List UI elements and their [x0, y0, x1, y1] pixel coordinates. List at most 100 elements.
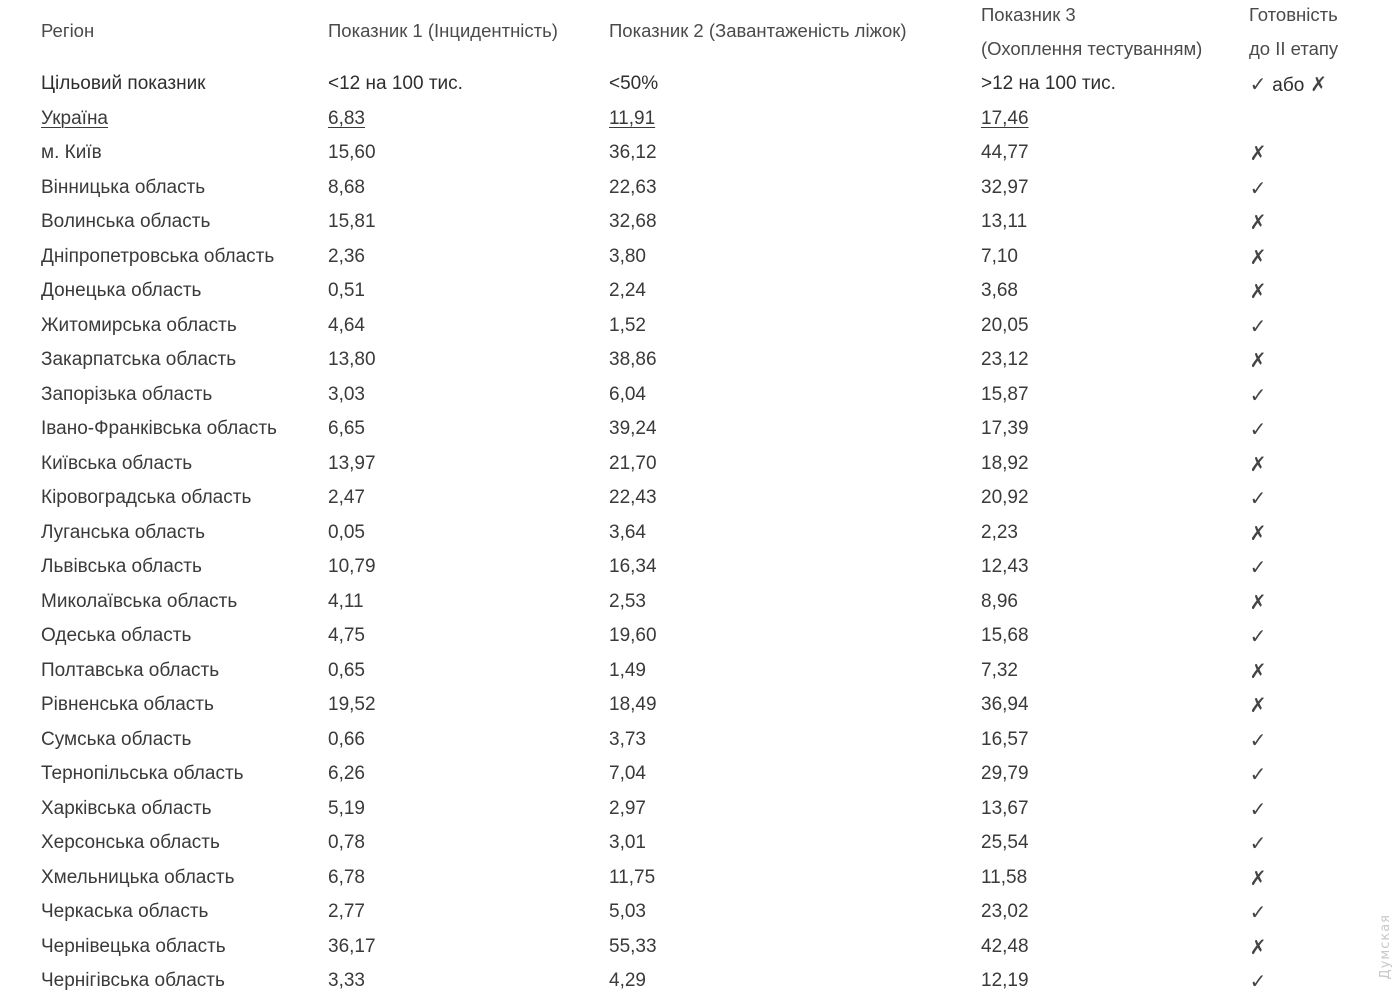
indicator-1-value: 4,75 [328, 625, 365, 646]
indicator-2-value: 6,04 [609, 383, 646, 405]
cross-mark-icon: ✗ [1249, 244, 1267, 269]
ukraine-link[interactable]: Україна [41, 107, 109, 129]
readiness-mark: ✗ [1249, 240, 1267, 275]
table-row: Миколаївська область 4,11 2,53 8,96 ✗ [41, 585, 1381, 620]
ukraine-indicator-3[interactable]: 17,46 [981, 107, 1029, 129]
readiness-mark: ✓ [1249, 964, 1267, 999]
indicator-2-value: 22,63 [609, 176, 657, 198]
indicator-1-value: 4,64 [328, 314, 365, 336]
check-mark-icon: ✓ [1249, 624, 1267, 648]
ukraine-row: Україна 6,83 11,91 17,46 [41, 102, 1381, 137]
region-name: Чернігівська область [41, 970, 225, 991]
indicator-2-value: 19,60 [609, 625, 657, 646]
indicator-3-value: 44,77 [981, 142, 1029, 163]
check-mark-icon: ✓ [1249, 486, 1267, 510]
cross-mark-icon: ✗ [1249, 141, 1267, 165]
indicator-3-value: 7,10 [981, 245, 1018, 267]
cross-mark-icon: ✗ [1249, 658, 1267, 683]
indicator-3-value: 2,23 [981, 521, 1018, 543]
cross-mark-icon: ✗ [1249, 348, 1267, 372]
table-row: м. Київ 15,60 36,12 44,77 ✗ [41, 136, 1381, 171]
region-rows: м. Київ 15,60 36,12 44,77 ✗ Вінницька область… [41, 136, 1381, 999]
check-mark-icon: ✓ [1249, 900, 1267, 924]
ukraine-indicator-1[interactable]: 6,83 [328, 107, 365, 129]
indicator-3-value: 16,57 [981, 728, 1029, 750]
indicator-1-value: 10,79 [328, 556, 376, 577]
header-readiness-line1: Готовність [1249, 4, 1338, 25]
region-name: Хмельницька область [41, 866, 235, 888]
check-mark-icon: ✓ [1249, 72, 1267, 96]
table-row: Івано-Франківська область 6,65 39,24 17,39 ✓ [41, 412, 1381, 447]
region-name: Харківська область [41, 797, 212, 819]
indicator-2-value: 3,01 [609, 832, 646, 853]
check-mark-icon: ✓ [1249, 417, 1267, 441]
table-row: Дніпропетровська область 2,36 3,80 7,10 ✗ [41, 240, 1381, 275]
check-mark-icon: ✓ [1249, 969, 1267, 993]
indicator-2-value: 7,04 [609, 763, 646, 784]
region-name: Київська область [41, 452, 193, 474]
header-indicator-3-line1: Показник 3 [981, 4, 1076, 25]
indicator-2-value: 3,73 [609, 728, 646, 750]
indicator-2-value: 2,97 [609, 797, 646, 819]
indicator-3-value: 29,79 [981, 763, 1029, 784]
indicator-2-value: 18,49 [609, 694, 657, 715]
indicator-1-value: 0,78 [328, 832, 365, 853]
indicator-2-value: 39,24 [609, 418, 657, 439]
header-readiness-line2: до ІІ етапу [1249, 38, 1339, 59]
readiness-mark: ✗ [1249, 343, 1267, 378]
cross-mark-icon: ✗ [1249, 934, 1267, 959]
indicator-3-value: 13,67 [981, 797, 1029, 819]
region-name: Тернопільська область [41, 763, 244, 784]
region-name: Чернівецька область [41, 935, 226, 957]
indicator-2-value: 16,34 [609, 556, 657, 577]
indicator-1-value: 13,97 [328, 452, 376, 474]
check-mark-icon: ✓ [1249, 175, 1267, 200]
indicator-3-value: 20,92 [981, 487, 1029, 508]
target-readiness-or: або [1272, 75, 1305, 96]
region-name: м. Київ [41, 142, 102, 163]
check-mark-icon: ✓ [1249, 313, 1267, 338]
indicator-1-value: 6,26 [328, 763, 365, 784]
cross-mark-icon: ✗ [1249, 210, 1267, 234]
region-name: Волинська область [41, 211, 211, 232]
region-name: Вінницька область [41, 176, 206, 198]
cross-mark-icon: ✗ [1310, 72, 1327, 96]
header-region: Регіон [41, 20, 95, 41]
region-name: Закарпатська область [41, 349, 237, 370]
indicator-2-value: 32,68 [609, 211, 657, 232]
table-row: Чернівецька область 36,17 55,33 42,48 ✗ [41, 930, 1381, 965]
header-indicator-2: Показник 2 (Завантаженість ліжок) [609, 20, 907, 41]
indicator-2-value: 5,03 [609, 901, 646, 922]
table-row: Волинська область 15,81 32,68 13,11 ✗ [41, 205, 1381, 240]
indicator-3-value: 13,11 [981, 211, 1028, 232]
indicator-3-value: 17,39 [981, 418, 1029, 439]
ukraine-indicator-2[interactable]: 11,91 [609, 107, 656, 129]
cross-mark-icon: ✗ [1249, 589, 1267, 614]
indicator-1-value: 3,03 [328, 383, 365, 405]
check-mark-icon: ✓ [1249, 831, 1267, 855]
header-indicator-3-line2: (Охоплення тестуванням) [981, 38, 1203, 59]
indicator-2-value: 1,52 [609, 314, 646, 336]
indicator-3-value: 36,94 [981, 694, 1029, 715]
readiness-mark: ✗ [1249, 654, 1267, 689]
target-indicator-3: >12 на 100 тис. [981, 73, 1116, 94]
readiness-mark: ✓ [1249, 481, 1267, 516]
indicator-3-value: 11,58 [981, 866, 1028, 888]
indicator-1-value: 4,11 [328, 590, 364, 612]
target-label: Цільовий показник [41, 73, 206, 94]
indicator-3-value: 42,48 [981, 935, 1029, 957]
readiness-mark: ✗ [1249, 516, 1267, 551]
region-name: Дніпропетровська область [41, 245, 275, 267]
indicator-1-value: 2,77 [328, 901, 365, 922]
table-row: Сумська область 0,66 3,73 16,57 ✓ [41, 723, 1381, 758]
header-readiness: Готовність до ІІ етапу [1249, 0, 1338, 65]
watermark: Думская [1378, 913, 1393, 979]
indicator-2-value: 22,43 [609, 487, 657, 508]
check-mark-icon: ✓ [1249, 382, 1267, 407]
region-name: Луганська область [41, 521, 206, 543]
indicator-3-value: 15,87 [981, 383, 1029, 405]
readiness-mark: ✗ [1249, 447, 1267, 482]
readiness-mark: ✗ [1249, 861, 1267, 896]
table-row: Одеська область 4,75 19,60 15,68 ✓ [41, 619, 1381, 654]
readiness-mark: ✓ [1249, 792, 1267, 827]
